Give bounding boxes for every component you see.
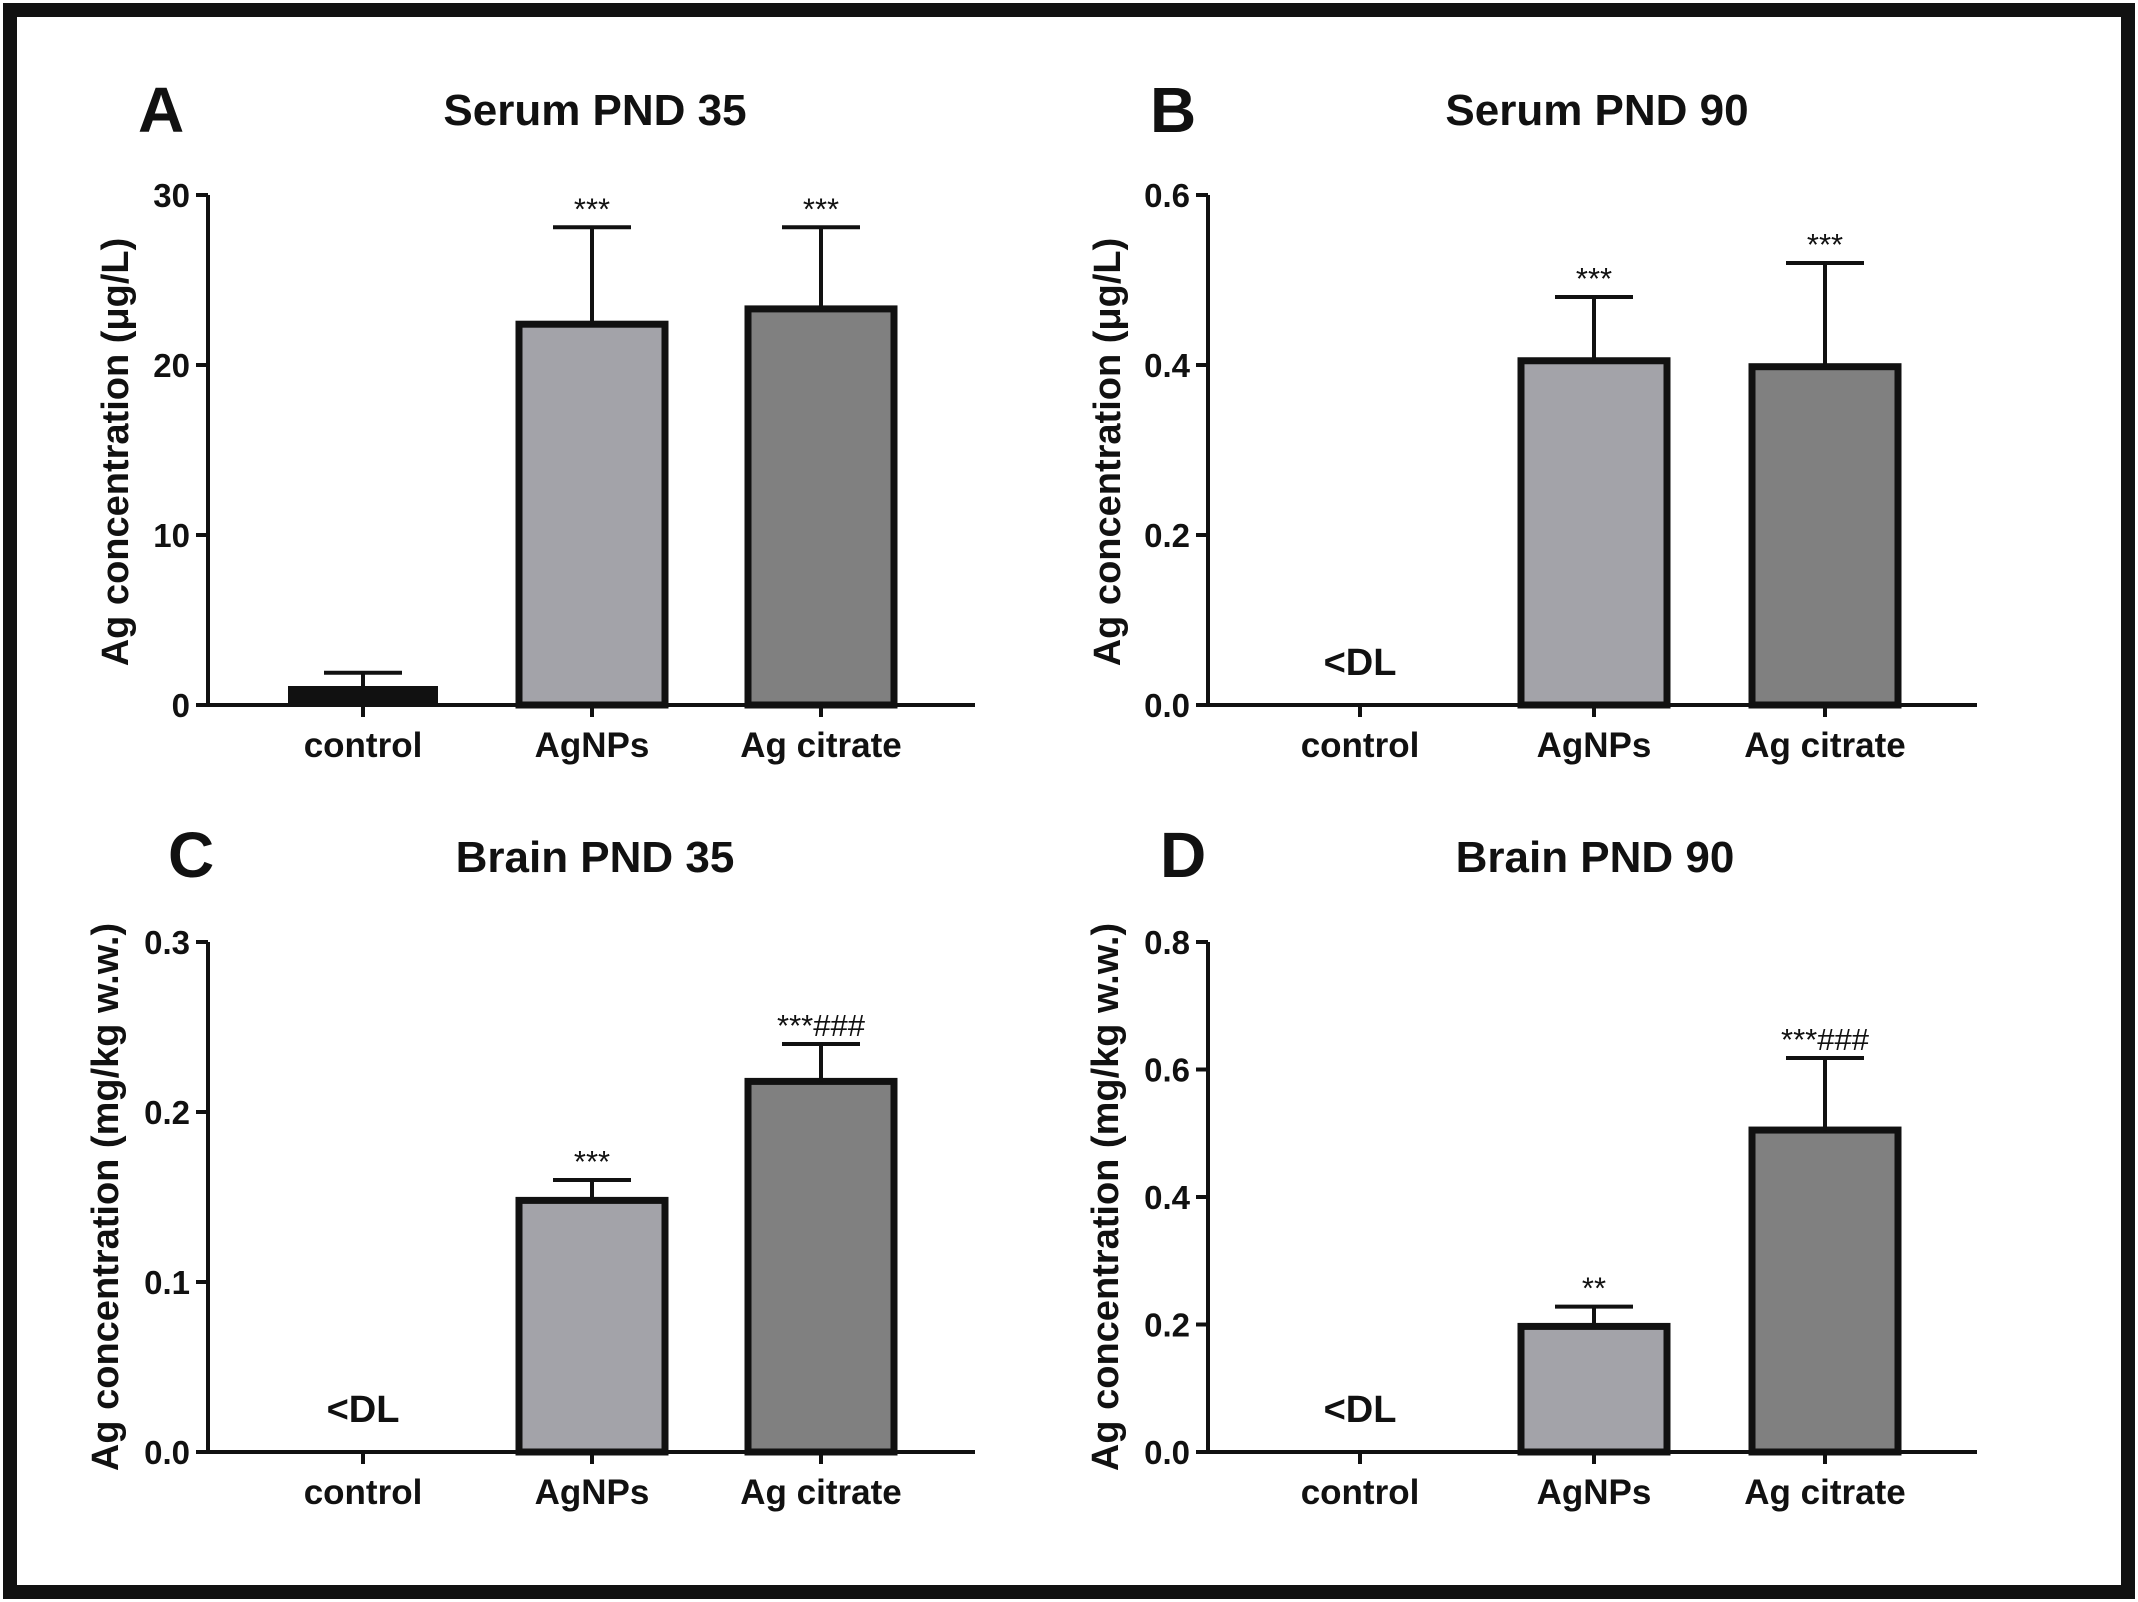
x-tick-label: control	[304, 1473, 423, 1512]
panel-title: Brain PND 35	[456, 833, 735, 882]
y-tick-label: 0.6	[1144, 1052, 1190, 1089]
x-tick-label: AgNPs	[535, 1473, 650, 1512]
significance-label: ***	[574, 191, 610, 226]
bar-agnps	[515, 1196, 669, 1456]
y-tick-label: 30	[153, 177, 190, 214]
y-tick-label: 0.2	[1144, 517, 1190, 554]
x-tick-label: Ag citrate	[1744, 1473, 1905, 1512]
significance-label: **	[1582, 1271, 1606, 1306]
below-detection-label: <DL	[327, 1389, 400, 1431]
plot-area: 0.0 0.1 0.2 0.3 control <DL AgNPs *** Ag citrate…	[144, 924, 975, 1512]
x-tick-label: Ag citrate	[740, 726, 901, 765]
bar-agnps	[1517, 357, 1671, 709]
x-tick-label: control	[1301, 726, 1420, 765]
bar-ag-citrate	[1748, 363, 1902, 709]
plot-area: 0 10 20 30 control AgNPs *** Ag citrate ***	[153, 177, 975, 765]
panel-title: Brain PND 90	[1456, 833, 1735, 882]
y-tick-label: 0.4	[1144, 347, 1191, 384]
y-tick-label: 0.0	[1144, 1434, 1190, 1471]
x-tick-label: AgNPs	[535, 726, 650, 765]
x-tick-label: AgNPs	[1537, 1473, 1652, 1512]
significance-label: ***	[803, 191, 839, 226]
y-tick-label: 20	[153, 347, 190, 384]
significance-label: ***	[1807, 227, 1843, 262]
y-tick-label: 0.8	[1144, 924, 1190, 961]
y-tick-label: 0.0	[144, 1434, 190, 1471]
y-axis-label: Ag concentration (mg/kg w.w.)	[85, 923, 127, 1471]
bar-agnps	[1517, 1322, 1671, 1456]
panel-letter: C	[168, 819, 214, 891]
plot-area: 0.0 0.2 0.4 0.6 0.8 control <DL AgNPs ** Ag citra…	[1144, 924, 1977, 1512]
y-axis-label: Ag concentration (μg/L)	[1087, 238, 1129, 667]
y-tick-label: 0.6	[1144, 177, 1190, 214]
y-tick-label: 10	[153, 517, 190, 554]
bar-ag-citrate	[744, 305, 898, 709]
panel-c: C Brain PND 35 Ag concentration (mg/kg w…	[85, 819, 975, 1512]
x-tick-label: control	[304, 726, 423, 765]
panel-title: Serum PND 35	[443, 86, 746, 135]
panel-a: A Serum PND 35 Ag concentration (μg/L) 0…	[95, 74, 975, 765]
below-detection-label: <DL	[1324, 642, 1397, 684]
y-tick-label: 0.3	[144, 924, 190, 961]
y-tick-label: 0.4	[1144, 1179, 1191, 1216]
bar-ag-citrate	[1748, 1126, 1902, 1456]
significance-label: ***	[574, 1144, 610, 1179]
significance-label: ***###	[777, 1008, 866, 1043]
plot-area: 0.0 0.2 0.4 0.6 control <DL AgNPs *** Ag citrate…	[1144, 177, 1977, 765]
significance-label: ***###	[1781, 1022, 1870, 1057]
y-tick-label: 0.2	[1144, 1307, 1190, 1344]
y-axis-label: Ag concentration (μg/L)	[95, 238, 137, 667]
bar-ag-citrate	[744, 1077, 898, 1456]
panel-letter: A	[138, 74, 184, 146]
panel-d: D Brain PND 90 Ag concentration (mg/kg w…	[1085, 819, 1977, 1512]
x-tick-label: control	[1301, 1473, 1420, 1512]
bar-agnps	[515, 320, 669, 709]
panel-b: B Serum PND 90 Ag concentration (μg/L) 0…	[1087, 74, 1977, 765]
below-detection-label: <DL	[1324, 1389, 1397, 1431]
y-tick-label: 0.2	[144, 1094, 190, 1131]
panel-letter: B	[1150, 74, 1196, 146]
bar-control	[288, 686, 438, 707]
x-tick-label: AgNPs	[1537, 726, 1652, 765]
x-tick-label: Ag citrate	[1744, 726, 1905, 765]
x-tick-label: Ag citrate	[740, 1473, 901, 1512]
panel-title: Serum PND 90	[1445, 86, 1748, 135]
y-tick-label: 0.1	[144, 1264, 190, 1301]
y-tick-label: 0.0	[1144, 687, 1190, 724]
y-axis-label: Ag concentration (mg/kg w.w.)	[1085, 923, 1127, 1471]
panel-letter: D	[1160, 819, 1206, 891]
y-tick-label: 0	[172, 687, 190, 724]
significance-label: ***	[1576, 261, 1612, 296]
